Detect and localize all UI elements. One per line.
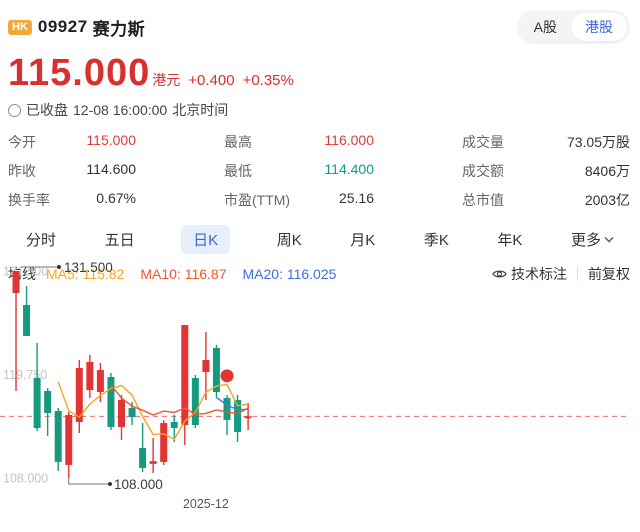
stat-label: 成交额	[462, 163, 504, 179]
stat-label: 市盈(TTM)	[224, 192, 291, 208]
ma10-line	[110, 384, 249, 416]
candles-group	[12, 271, 252, 478]
stock-code: 09927	[37, 17, 88, 36]
price-change-percent: +0.35%	[242, 72, 294, 89]
adjust-mode-label: 前复权	[588, 266, 630, 282]
stat-label: 最高	[224, 134, 252, 150]
more-label: 更多	[570, 232, 601, 249]
quote-stats: 今开 115.000 昨收 114.600 换手率 0.67% 最高 116.0…	[0, 132, 640, 210]
tech-annotation-button[interactable]: 技术标注	[492, 264, 567, 284]
candle-body	[244, 416, 252, 419]
market-toggle: A股 港股	[516, 10, 630, 44]
stat-value: 116.000	[324, 132, 374, 148]
tab-yearly-k[interactable]: 年K	[497, 232, 523, 249]
x-axis-label: 2025-12	[183, 497, 229, 511]
market-status: 已收盘	[26, 102, 68, 118]
ma-legend-row: 均线 MA5: 115.82 MA10: 116.87 MA20: 116.02…	[0, 264, 640, 284]
candle-body	[128, 408, 136, 418]
chevron-down-icon	[604, 237, 614, 243]
candle-body	[12, 271, 20, 294]
event-dot-marker[interactable]	[220, 369, 234, 383]
chart-tools: 技术标注 前复权	[492, 264, 630, 284]
timezone-label: 北京时间	[172, 102, 229, 118]
candle-body	[139, 447, 147, 468]
stat-value: 114.400	[324, 161, 374, 177]
kline-chart[interactable]: 131.500119.750108.000131.500108.0002025-…	[0, 256, 640, 527]
period-tab-bar: 分时 五日 日K 周K 月K 季K 年K 更多	[0, 225, 640, 254]
market-tab-a-share[interactable]: A股	[533, 19, 557, 35]
candle-body	[212, 347, 220, 393]
stat-value: 2003亿	[584, 192, 630, 208]
candle-body	[33, 378, 41, 428]
low-annotation-label: 108.000	[114, 477, 163, 492]
candle-body	[86, 361, 94, 390]
candle-body	[149, 461, 157, 464]
candle-body	[75, 367, 83, 422]
low-annotation-line	[68, 477, 110, 485]
candle-body	[170, 421, 178, 428]
tools-divider	[577, 267, 578, 281]
candle-body	[223, 398, 231, 420]
market-status-row: 已收盘 12-08 16:00:00 北京时间	[0, 100, 640, 120]
stat-label: 昨收	[8, 163, 36, 179]
ma5-value: MA5: 115.82	[46, 266, 125, 282]
y-axis-label: 108.000	[3, 471, 48, 485]
stat-value: 114.600	[86, 161, 136, 177]
stat-label: 最低	[224, 163, 252, 179]
current-price: 115.000	[8, 52, 151, 94]
candle-body	[160, 423, 168, 462]
market-tab-hk-share[interactable]: 港股	[571, 13, 627, 41]
low-annotation-dot	[108, 481, 112, 486]
stats-column-3: 成交量 73.05万股 成交额 8406万 总市值 2003亿	[462, 132, 630, 210]
tab-daily-k[interactable]: 日K	[181, 225, 231, 254]
stock-header: HK 09927 赛力斯 A股 港股	[0, 0, 640, 44]
candle-body	[118, 400, 125, 427]
candle-body	[234, 400, 242, 433]
stock-name: 赛力斯	[92, 19, 146, 39]
candle-body	[181, 324, 189, 425]
stats-column-2: 最高 116.000 最低 114.400 市盈(TTM) 25.16	[224, 132, 374, 210]
market-status-icon	[8, 103, 21, 117]
candle-body	[96, 370, 104, 393]
candle-body	[202, 359, 210, 373]
more-dropdown[interactable]: 更多	[569, 225, 616, 254]
tab-quarterly-k[interactable]: 季K	[423, 232, 449, 249]
stat-label: 总市值	[462, 192, 504, 208]
candle-body	[23, 304, 31, 337]
high-annotation-label: 131.500	[64, 260, 113, 275]
stat-value: 0.67%	[96, 190, 136, 206]
candle-body	[191, 378, 199, 425]
tab-minute[interactable]: 分时	[26, 232, 57, 249]
market-badge: HK	[8, 19, 32, 35]
stat-value: 25.16	[338, 190, 374, 206]
price-change: +0.400	[188, 72, 235, 89]
price-row: 115.000 港元 +0.400 +0.35%	[0, 54, 640, 92]
eye-icon	[492, 270, 507, 278]
stat-label: 成交量	[462, 134, 504, 150]
ma5-line	[57, 381, 249, 441]
ma20-line	[216, 396, 249, 411]
stat-value: 115.000	[86, 132, 136, 148]
ma10-value: MA10: 116.87	[140, 266, 227, 282]
y-axis-label: 119.750	[3, 368, 47, 382]
tab-monthly-k[interactable]: 月K	[350, 232, 376, 249]
tech-annotation-label: 技术标注	[511, 266, 567, 282]
stat-label: 换手率	[8, 192, 50, 208]
ma20-value: MA20: 116.025	[242, 266, 337, 282]
currency-label: 港元	[152, 72, 181, 88]
stat-value: 8406万	[584, 163, 630, 179]
candle-body	[54, 410, 62, 462]
tab-weekly-k[interactable]: 周K	[276, 232, 302, 249]
stat-label: 今开	[8, 134, 36, 150]
adjust-mode-button[interactable]: 前复权	[588, 264, 630, 284]
quote-time: 12-08 16:00:00	[73, 102, 168, 118]
tab-5day[interactable]: 五日	[104, 232, 135, 249]
stat-value: 73.05万股	[566, 134, 630, 150]
candle-body	[65, 415, 73, 465]
high-annotation-dot	[57, 265, 61, 269]
chart-area: 131.500 119.750 108.000 131.500 108.000 2025-…	[0, 256, 640, 527]
stats-column-1: 今开 115.000 昨收 114.600 换手率 0.67%	[8, 132, 136, 210]
candle-body	[107, 376, 115, 427]
candle-body	[44, 390, 52, 413]
